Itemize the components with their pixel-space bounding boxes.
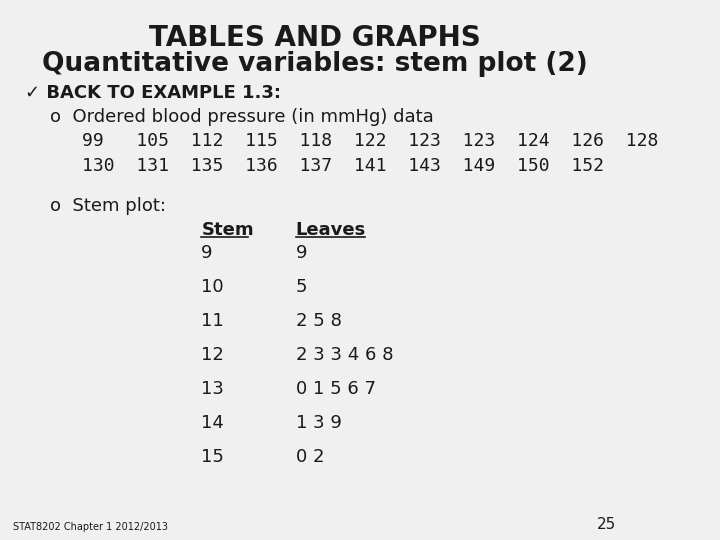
Text: 15: 15 xyxy=(202,448,224,466)
Text: 0 2: 0 2 xyxy=(296,448,324,466)
Text: 10: 10 xyxy=(202,278,224,296)
Text: 9: 9 xyxy=(296,244,307,262)
Text: 14: 14 xyxy=(202,414,224,432)
Text: ✓ BACK TO EXAMPLE 1.3:: ✓ BACK TO EXAMPLE 1.3: xyxy=(25,84,282,102)
Text: Quantitative variables: stem plot (2): Quantitative variables: stem plot (2) xyxy=(42,51,588,77)
Text: 12: 12 xyxy=(202,346,224,364)
Text: 2 3 3 4 6 8: 2 3 3 4 6 8 xyxy=(296,346,393,364)
Text: STAT8202 Chapter 1 2012/2013: STAT8202 Chapter 1 2012/2013 xyxy=(12,522,168,532)
Text: 2 5 8: 2 5 8 xyxy=(296,312,341,330)
Text: 25: 25 xyxy=(598,517,616,532)
Text: 9: 9 xyxy=(202,244,213,262)
Text: 13: 13 xyxy=(202,380,224,398)
Text: 5: 5 xyxy=(296,278,307,296)
Text: 99   105  112  115  118  122  123  123  124  126  128: 99 105 112 115 118 122 123 123 124 126 1… xyxy=(82,132,658,150)
Text: TABLES AND GRAPHS: TABLES AND GRAPHS xyxy=(148,24,480,52)
Text: o  Stem plot:: o Stem plot: xyxy=(50,197,166,215)
Text: Stem: Stem xyxy=(202,221,254,239)
Text: 11: 11 xyxy=(202,312,224,330)
Text: 0 1 5 6 7: 0 1 5 6 7 xyxy=(296,380,376,398)
Text: Leaves: Leaves xyxy=(296,221,366,239)
Text: o  Ordered blood pressure (in mmHg) data: o Ordered blood pressure (in mmHg) data xyxy=(50,108,434,126)
Text: 130  131  135  136  137  141  143  149  150  152: 130 131 135 136 137 141 143 149 150 152 xyxy=(82,157,604,174)
Text: 1 3 9: 1 3 9 xyxy=(296,414,341,432)
